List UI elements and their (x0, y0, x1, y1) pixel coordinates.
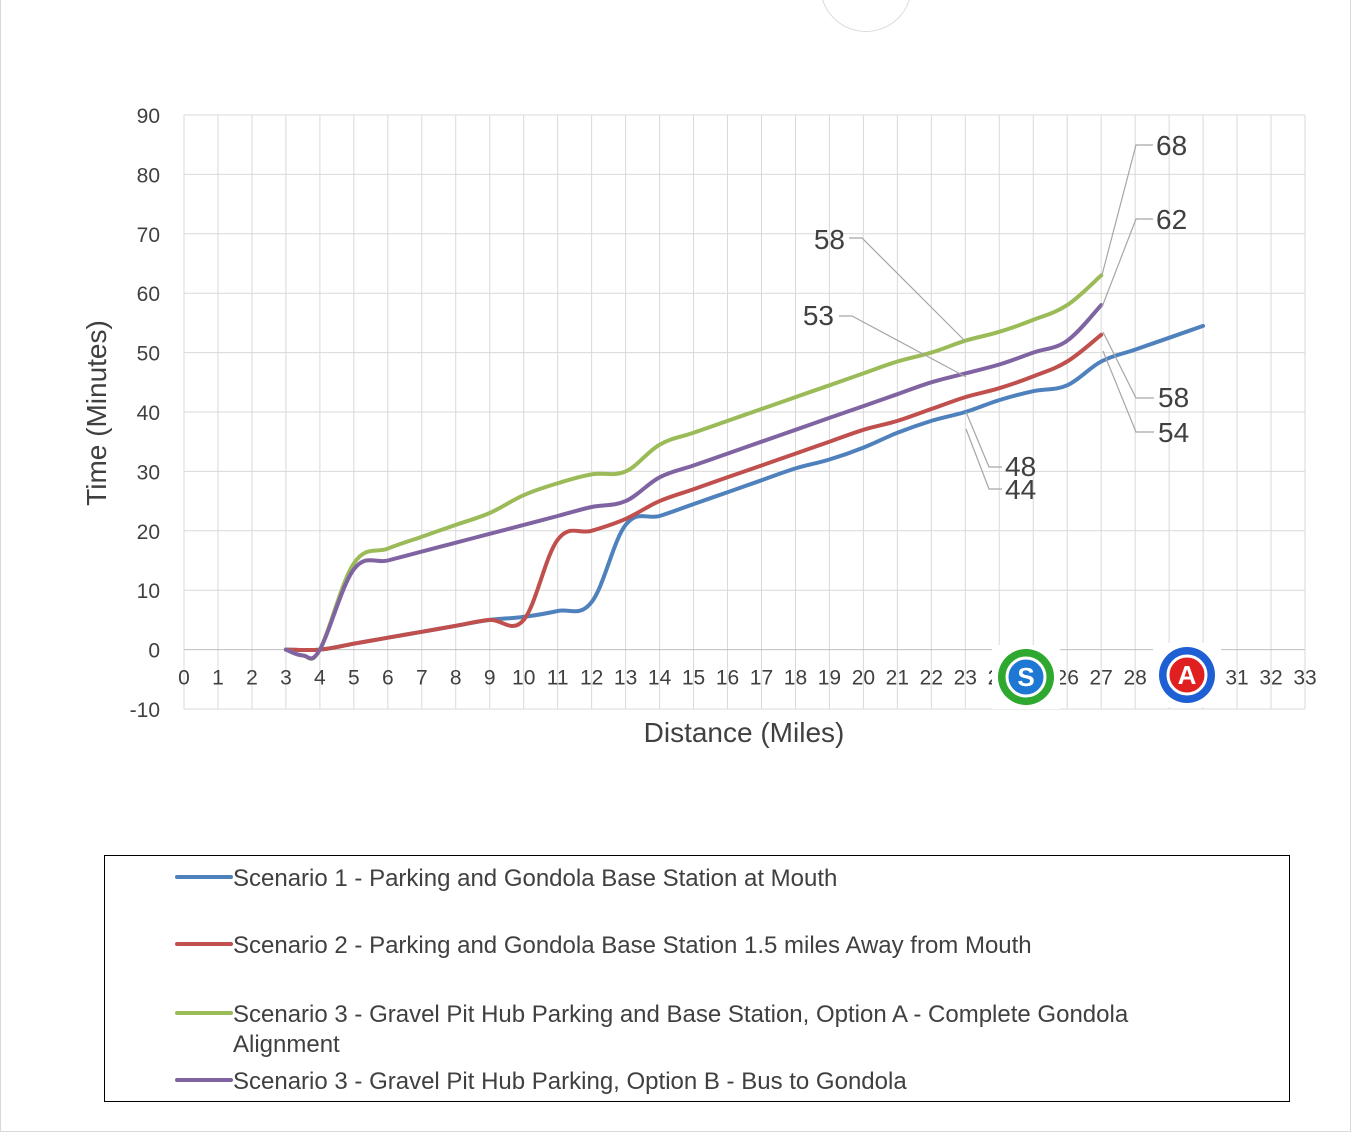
leader-line (965, 411, 1002, 468)
series-line-3 (283, 273, 1104, 661)
x-tick-label: 33 (1293, 667, 1316, 690)
leader-line (849, 237, 967, 343)
series-line-1 (283, 323, 1206, 653)
marker-disc (1005, 656, 1047, 698)
x-tick-label: 15 (682, 667, 705, 690)
y-tick-label: 70 (137, 224, 160, 247)
x-axis-title: Distance (Miles) (644, 717, 845, 748)
x-tick-label: 6 (382, 667, 394, 690)
x-tick-label: 18 (784, 667, 807, 690)
y-tick-label: 30 (137, 461, 160, 484)
x-tick-label: 16 (716, 667, 739, 690)
leader-line (839, 315, 967, 378)
data-label: 44 (1005, 474, 1036, 505)
x-tick-label: 20 (852, 667, 875, 690)
x-tick-label: 10 (512, 667, 535, 690)
data-label: 62 (1156, 204, 1187, 235)
x-tick-label: 31 (1225, 667, 1248, 690)
x-tick-label: 3 (280, 667, 292, 690)
x-tick-label: 11 (547, 667, 569, 690)
x-tick-label: 4 (314, 667, 326, 690)
data-label: 68 (1156, 130, 1187, 161)
y-axis-title: Time (Minutes) (81, 320, 112, 506)
x-tick-label: 19 (818, 667, 841, 690)
y-tick-label: 80 (137, 164, 160, 187)
legend: Scenario 1 - Parking and Gondola Base St… (104, 855, 1290, 1102)
x-tick-label: 14 (648, 667, 672, 690)
data-label: 54 (1158, 417, 1189, 448)
y-tick-label: 60 (137, 283, 160, 306)
leader-line (1102, 331, 1154, 399)
x-tick-label: 22 (920, 667, 943, 690)
chart-grid (183, 114, 1306, 710)
leader-line (965, 428, 1002, 490)
y-tick-label: 20 (137, 521, 160, 544)
x-tick-label: 1 (212, 667, 224, 690)
legend-label: Scenario 2 - Parking and Gondola Base St… (233, 932, 1032, 959)
chart-series (283, 273, 1206, 661)
data-label: 53 (803, 300, 834, 331)
x-tick-label: 17 (750, 667, 773, 690)
y-tick-label: 50 (137, 343, 160, 366)
marker-letter: A (1178, 660, 1197, 690)
x-tick-label: 28 (1123, 667, 1146, 690)
y-tick-label: 10 (137, 580, 160, 603)
x-tick-label: 12 (580, 667, 603, 690)
x-tick-label: 2 (246, 667, 258, 690)
x-tick-label: 13 (614, 667, 637, 690)
legend-label: Scenario 1 - Parking and Gondola Base St… (233, 865, 838, 892)
marker-disc (1166, 654, 1208, 696)
data-label: 58 (1158, 382, 1189, 413)
leader-line (1101, 218, 1153, 308)
leader-line (1101, 144, 1153, 276)
legend-swatch (175, 942, 233, 946)
y-tick-label: -10 (130, 699, 160, 722)
leader-line (1102, 350, 1154, 433)
legend-label: Scenario 3 - Gravel Pit Hub Parking, Opt… (233, 1068, 907, 1095)
marker-letter: S (1017, 662, 1034, 692)
x-tick-label: 32 (1259, 667, 1282, 690)
x-tick-label: 23 (954, 667, 977, 690)
legend-swatch (175, 1078, 233, 1082)
y-tick-label: 0 (148, 640, 160, 663)
y-tick-label: 90 (137, 105, 160, 128)
x-tick-label: 7 (416, 667, 428, 690)
series-line-2 (283, 332, 1104, 653)
x-tick-label: 8 (450, 667, 462, 690)
data-label: 48 (1005, 451, 1036, 482)
legend-swatch (175, 875, 233, 879)
x-tick-label: 5 (348, 667, 360, 690)
x-tick-label: 21 (886, 667, 909, 690)
x-tick-label: 0 (178, 667, 190, 690)
x-tick-label: 26 (1056, 667, 1079, 690)
data-label: 58 (814, 224, 845, 255)
legend-label: Scenario 3 - Gravel Pit Hub Parking and … (233, 1001, 1129, 1058)
legend-swatch (175, 1011, 233, 1015)
y-tick-label: 40 (137, 402, 160, 425)
x-tick-label: 9 (484, 667, 496, 690)
x-tick-label: 27 (1090, 667, 1113, 690)
label-leaders (839, 144, 1154, 490)
